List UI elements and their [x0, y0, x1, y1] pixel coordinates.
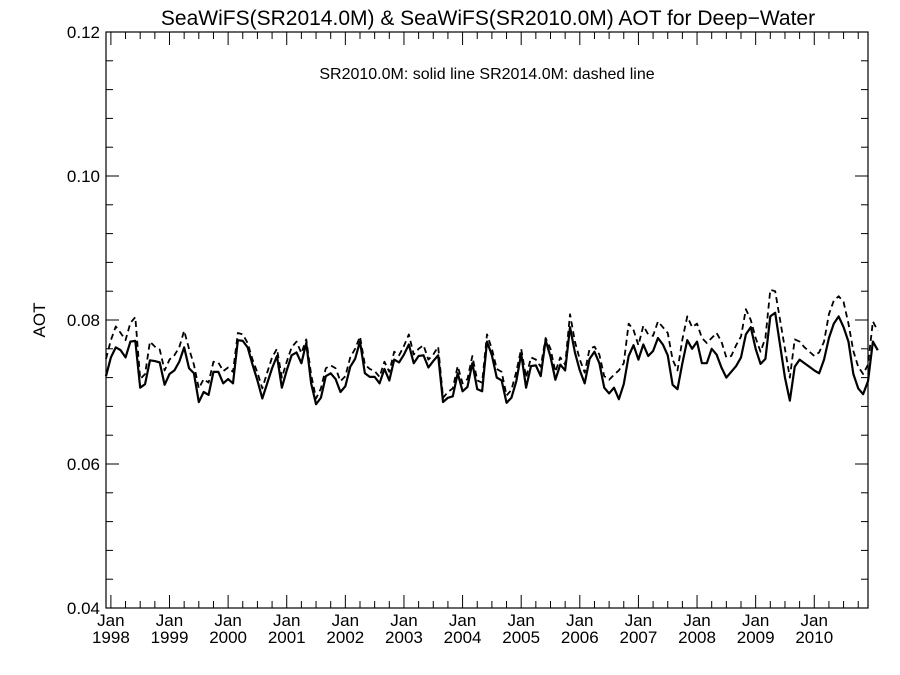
x-tick-label-year: 2002 [326, 628, 364, 647]
x-tick-label-year: 2006 [561, 628, 599, 647]
x-tick-label-year: 2007 [620, 628, 658, 647]
y-tick-label: 0.10 [67, 167, 100, 186]
x-tick-label-month: Jan [156, 611, 183, 630]
x-tick-label-month: Jan [332, 611, 359, 630]
x-tick-label-year: 1998 [92, 628, 130, 647]
x-tick-label-year: 2005 [502, 628, 540, 647]
x-tick-label-year: 2004 [444, 628, 482, 647]
x-tick-label-month: Jan [214, 611, 241, 630]
x-tick-label-month: Jan [273, 611, 300, 630]
x-tick-label-month: Jan [742, 611, 769, 630]
x-tick-label-month: Jan [566, 611, 593, 630]
x-tick-label-month: Jan [801, 611, 828, 630]
x-tick-label-year: 2003 [385, 628, 423, 647]
x-tick-label-month: Jan [625, 611, 652, 630]
y-axis-label: AOT [30, 303, 49, 338]
x-tick-label-month: Jan [390, 611, 417, 630]
series-line-sr2014-0m [105, 288, 879, 400]
y-tick-label: 0.06 [67, 455, 100, 474]
tick-marks [106, 31, 868, 609]
x-tick-label-year: 2008 [678, 628, 716, 647]
y-tick-label: 0.12 [67, 23, 100, 42]
series-layer [104, 288, 879, 406]
axes [105, 31, 869, 609]
x-tick-label-year: 2010 [795, 628, 833, 647]
tick-labels: 0.040.060.080.100.12Jan1998Jan1999Jan200… [67, 23, 833, 647]
x-tick-label-year: 2009 [737, 628, 775, 647]
x-tick-label-month: Jan [683, 611, 710, 630]
series-line-sr2010-0m [104, 311, 879, 406]
x-tick-label-year: 2000 [209, 628, 247, 647]
x-tick-label-year: 2001 [268, 628, 306, 647]
y-tick-label: 0.04 [67, 599, 100, 618]
legend-annotation: SR2010.0M: solid line SR2014.0M: dashed … [319, 66, 654, 83]
x-tick-label-month: Jan [507, 611, 534, 630]
x-tick-label-year: 1999 [151, 628, 189, 647]
x-tick-label-month: Jan [97, 611, 124, 630]
x-tick-label-month: Jan [449, 611, 476, 630]
chart-title: SeaWiFS(SR2014.0M) & SeaWiFS(SR2010.0M) … [161, 7, 815, 30]
y-tick-label: 0.08 [67, 311, 100, 330]
plot-frame [105, 31, 869, 609]
